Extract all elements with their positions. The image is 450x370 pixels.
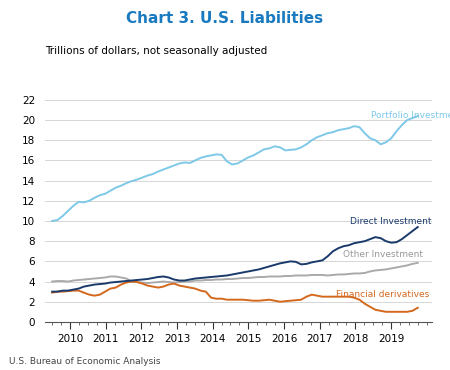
Text: Chart 3. U.S. Liabilities: Chart 3. U.S. Liabilities	[126, 11, 324, 26]
Text: Portfolio Investment: Portfolio Investment	[371, 111, 450, 120]
Text: U.S. Bureau of Economic Analysis: U.S. Bureau of Economic Analysis	[9, 357, 161, 366]
Text: Trillions of dollars, not seasonally adjusted: Trillions of dollars, not seasonally adj…	[45, 46, 267, 56]
Text: Other Investment: Other Investment	[343, 250, 423, 259]
Text: Financial derivatives: Financial derivatives	[336, 290, 429, 299]
Text: Direct Investment: Direct Investment	[350, 218, 432, 226]
